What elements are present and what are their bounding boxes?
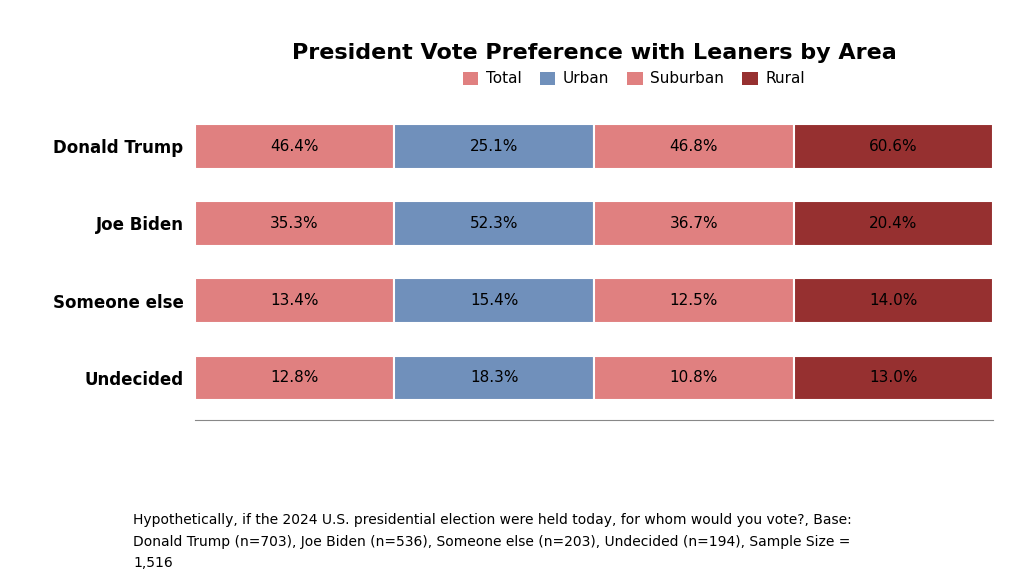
Text: 60.6%: 60.6% (869, 139, 918, 154)
Text: 12.5%: 12.5% (670, 293, 718, 308)
Text: 36.7%: 36.7% (670, 216, 718, 231)
Title: President Vote Preference with Leaners by Area: President Vote Preference with Leaners b… (292, 43, 896, 63)
Bar (794, 201, 993, 246)
Text: 25.1%: 25.1% (470, 139, 518, 154)
Text: 35.3%: 35.3% (270, 216, 318, 231)
Legend: Total, Urban, Suburban, Rural: Total, Urban, Suburban, Rural (457, 66, 811, 93)
Text: Hypothetically, if the 2024 U.S. presidential election were held today, for whom: Hypothetically, if the 2024 U.S. preside… (133, 513, 852, 570)
Text: 46.4%: 46.4% (270, 139, 318, 154)
Text: 20.4%: 20.4% (869, 216, 918, 231)
Bar (794, 278, 993, 323)
Bar (195, 278, 394, 323)
Bar (594, 124, 794, 169)
Text: 12.8%: 12.8% (270, 370, 318, 385)
Text: 14.0%: 14.0% (869, 293, 918, 308)
Bar (394, 124, 594, 169)
Bar (794, 124, 993, 169)
Bar (594, 355, 794, 400)
Bar (394, 201, 594, 246)
Bar (195, 201, 394, 246)
Bar (594, 201, 794, 246)
Text: 15.4%: 15.4% (470, 293, 518, 308)
Bar (394, 355, 594, 400)
Text: 13.0%: 13.0% (869, 370, 918, 385)
Bar (394, 278, 594, 323)
Bar (594, 278, 794, 323)
Bar (794, 355, 993, 400)
Bar (195, 355, 394, 400)
Bar (195, 124, 394, 169)
Text: 10.8%: 10.8% (670, 370, 718, 385)
Text: 13.4%: 13.4% (270, 293, 318, 308)
Text: 18.3%: 18.3% (470, 370, 518, 385)
Text: 52.3%: 52.3% (470, 216, 518, 231)
Text: 46.8%: 46.8% (670, 139, 718, 154)
